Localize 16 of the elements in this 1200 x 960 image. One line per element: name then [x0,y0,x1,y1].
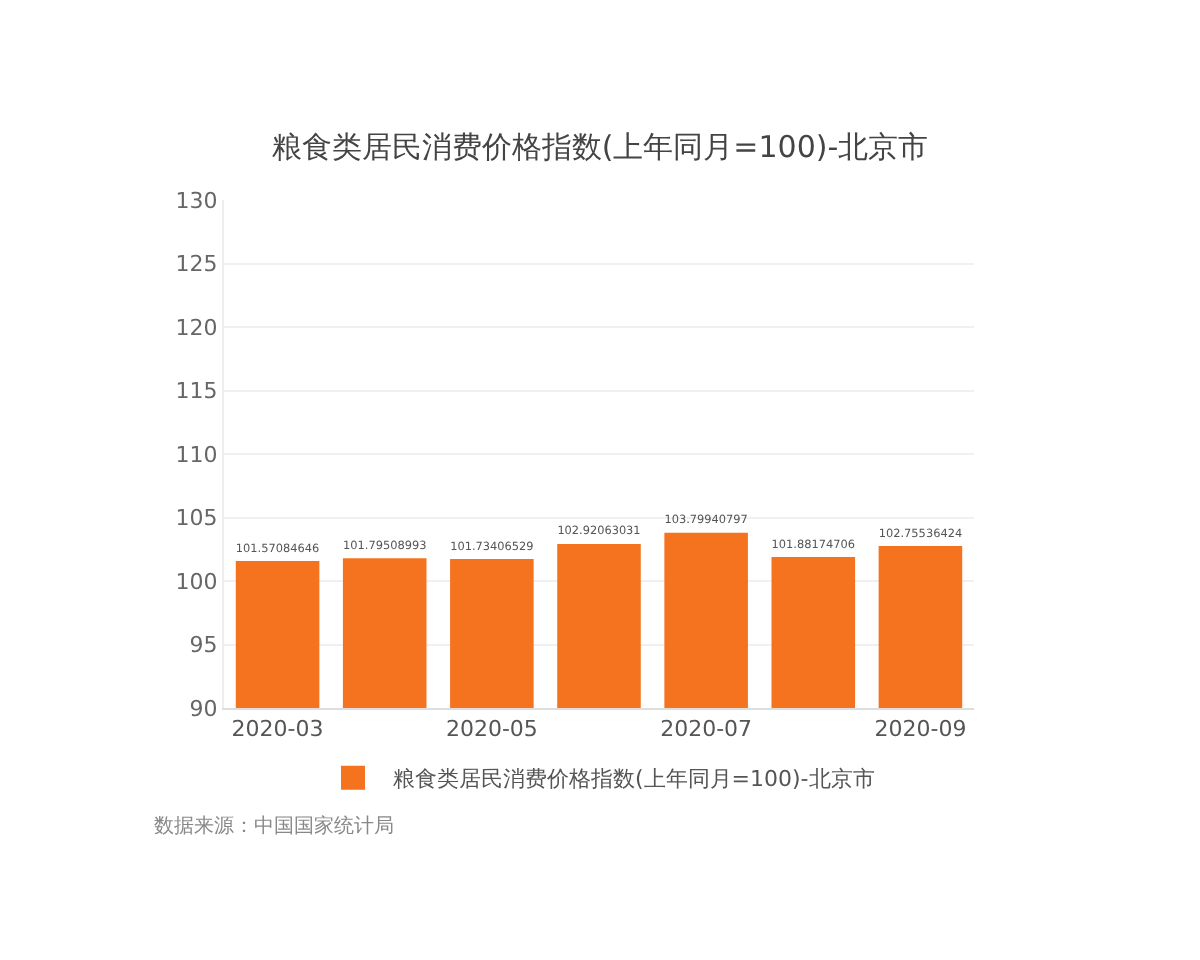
y-tick-label: 125 [175,251,218,278]
y-tick-label: 100 [175,568,218,595]
x-tick-label: 2020-05 [445,716,538,743]
source-note: 数据来源：中国国家统计局 [154,814,394,838]
x-tick-label: 2020-07 [660,716,753,743]
chart-title: 粮食类居民消费价格指数(上年同月=100)-北京市 [271,128,929,165]
y-tick-label: 110 [175,441,218,468]
y-tick-label: 90 [189,695,218,722]
y-tick-label: 105 [175,505,218,532]
y-tick-label: 115 [175,378,218,405]
legend-label: 粮食类居民消费价格指数(上年同月=100)-北京市 [393,766,875,793]
x-tick-label: 2020-03 [231,716,324,743]
y-tick-label: 120 [175,314,218,341]
y-tick-label: 130 [175,187,218,214]
y-tick-label: 95 [189,632,218,659]
x-tick-label: 2020-09 [874,716,967,743]
